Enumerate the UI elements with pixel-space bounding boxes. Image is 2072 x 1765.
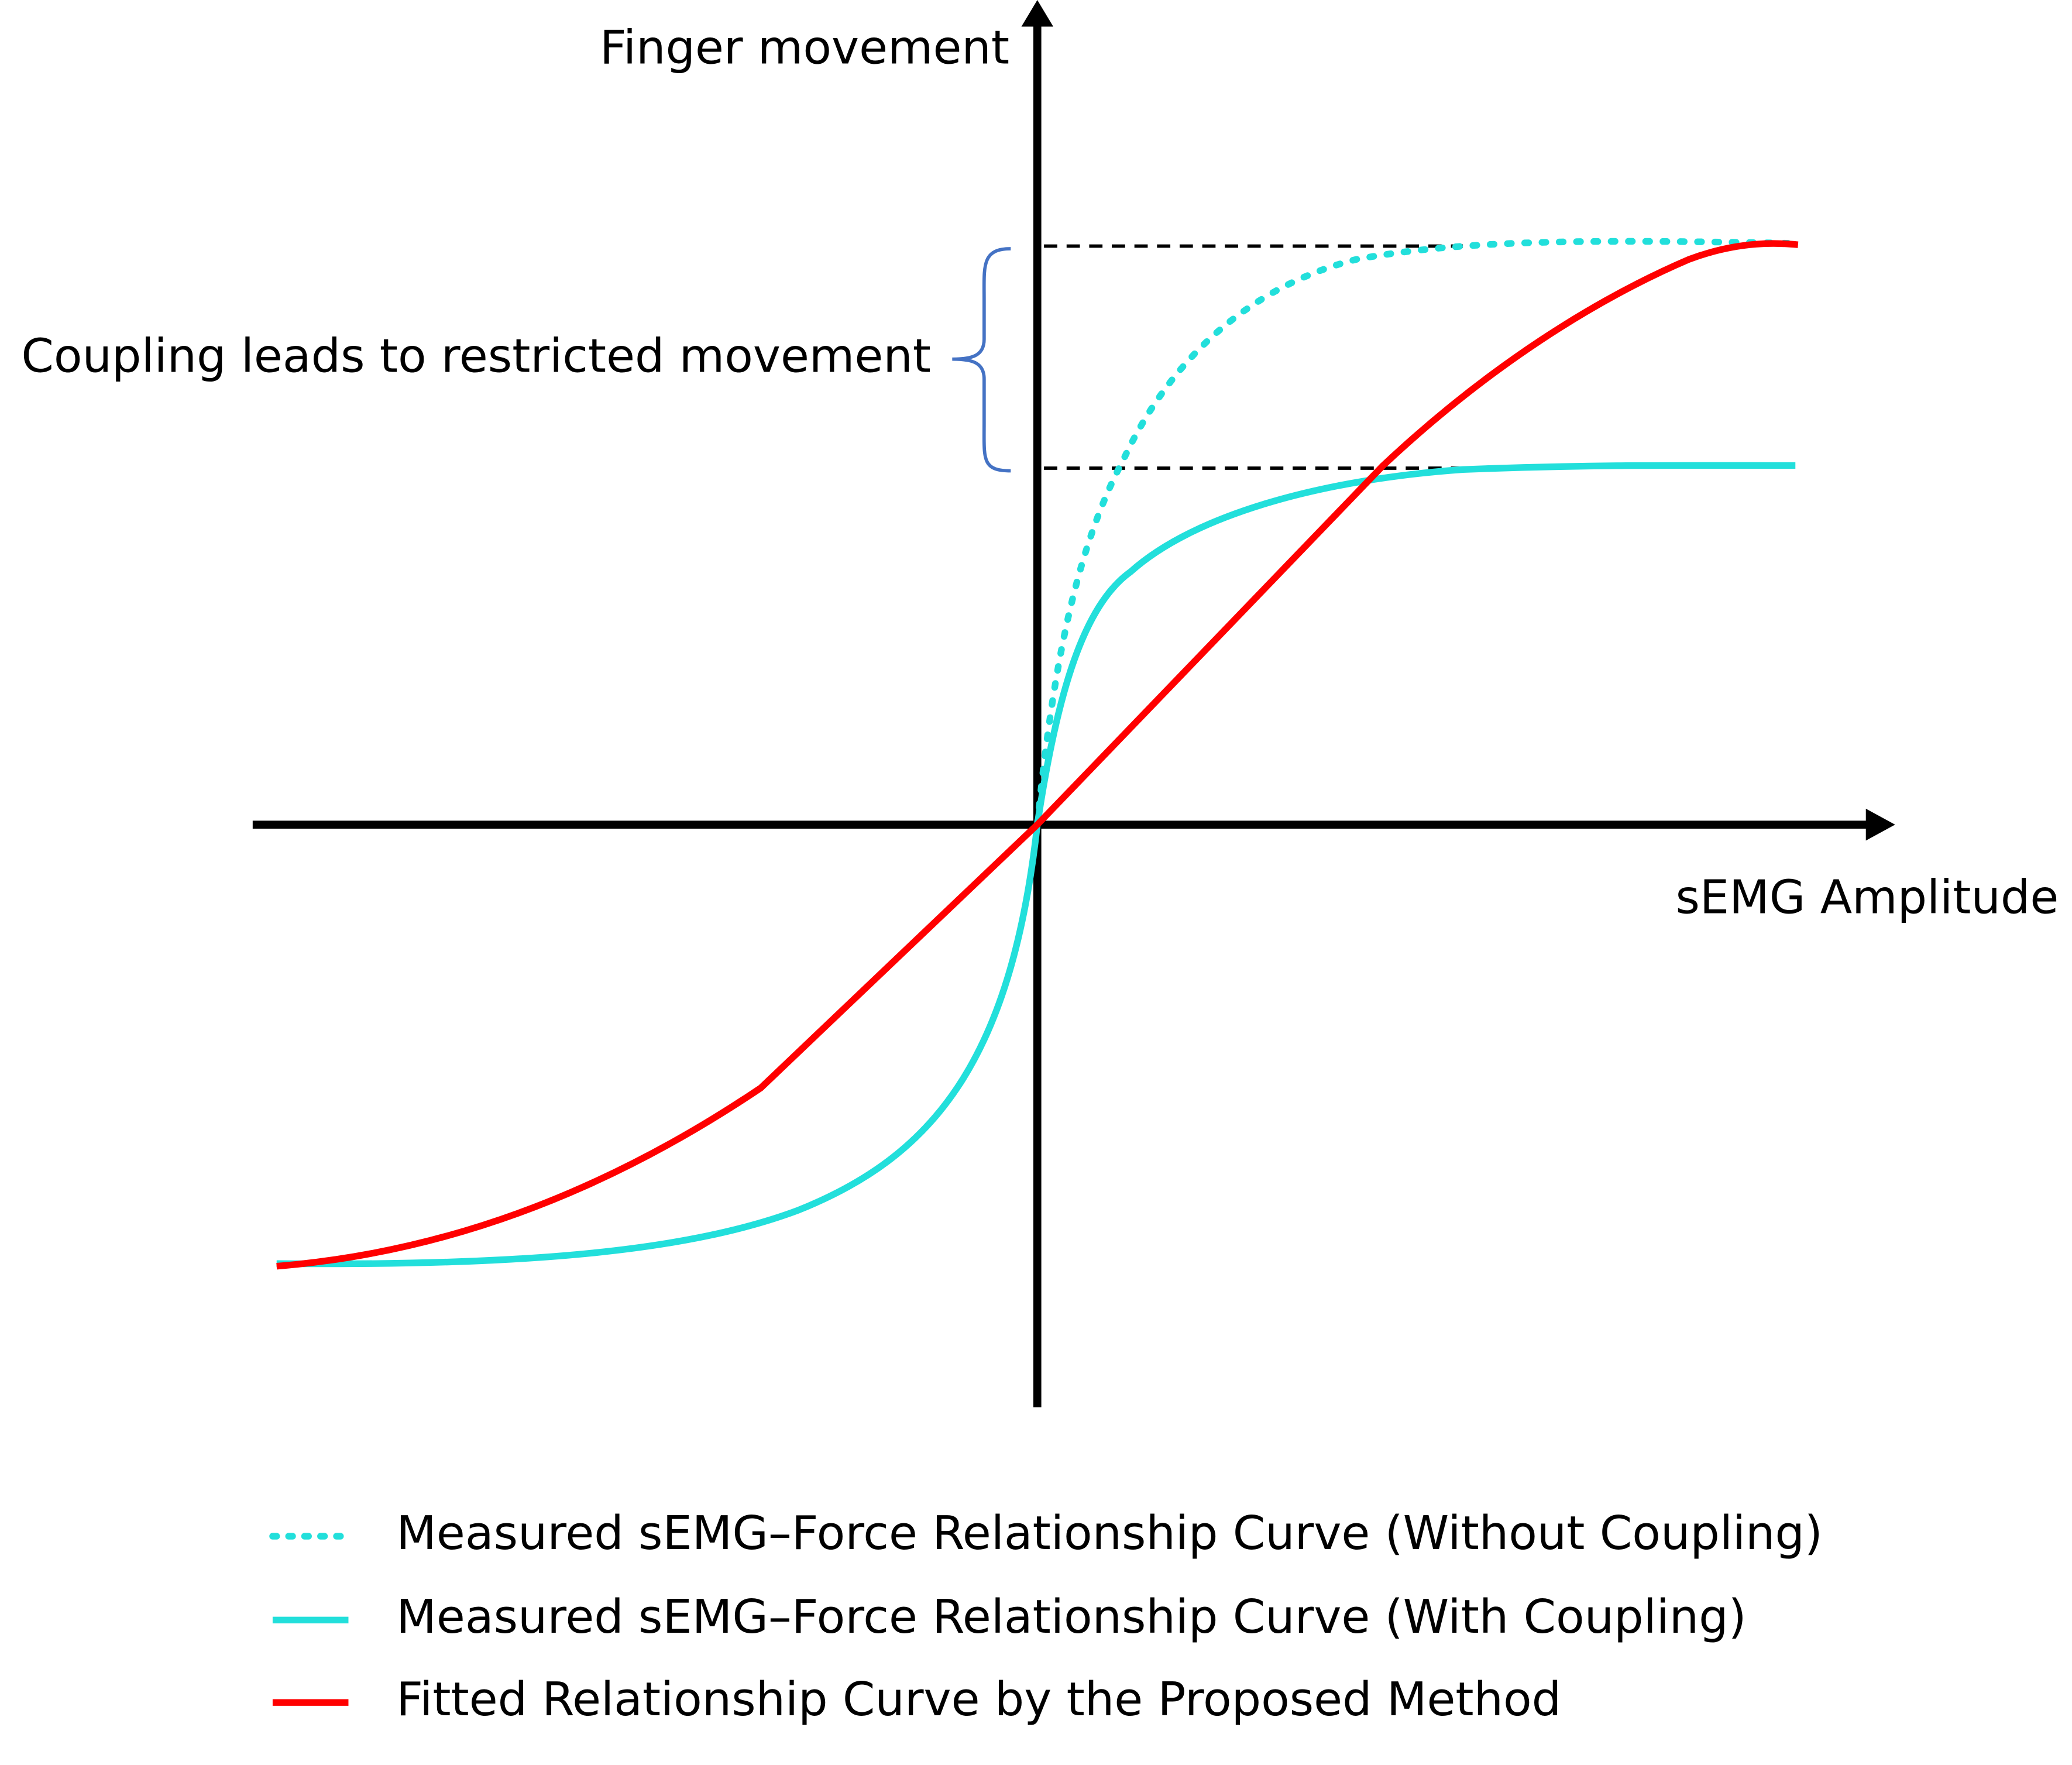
curve-without-coupling xyxy=(1034,238,1799,828)
curve-with-coupling xyxy=(276,462,1796,1268)
brace xyxy=(952,247,1011,473)
legend-label: Fitted Relationship Curve by the Propose… xyxy=(396,1672,1561,1726)
y-arrow xyxy=(1021,0,1054,27)
fitted-curve xyxy=(276,240,1799,1270)
y-axis-label: Finger movement xyxy=(600,20,1009,74)
legend-label: Measured sEMG–Force Relationship Curve (… xyxy=(396,1506,1823,1560)
legend-label: Measured sEMG–Force Relationship Curve (… xyxy=(396,1589,1746,1644)
x-axis-label: sEMG Amplitude xyxy=(1675,870,2059,925)
x-arrow xyxy=(1865,808,1895,841)
annotation: Coupling leads to restricted movement xyxy=(21,329,931,383)
